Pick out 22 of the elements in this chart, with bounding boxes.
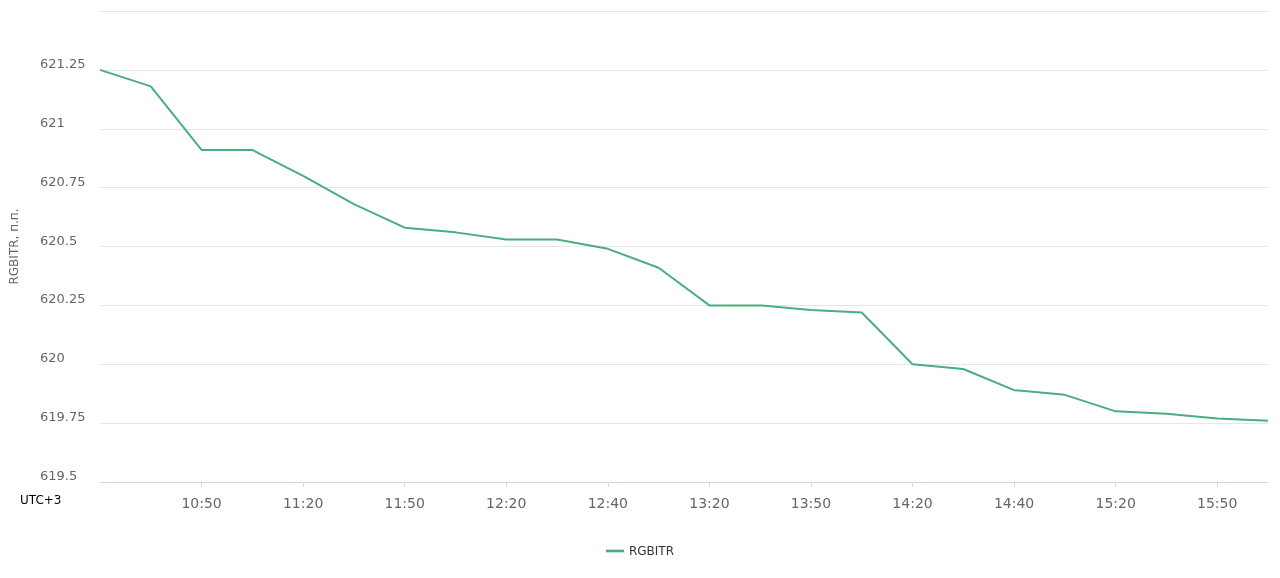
x-tick-label: 14:20: [892, 495, 933, 511]
x-tick-label: 10:50: [181, 495, 222, 511]
y-tick-label: 621.25: [40, 55, 86, 71]
x-tick-label: 11:20: [282, 495, 324, 511]
x-tick-label: 14:40: [993, 495, 1035, 511]
x-tick-label: 13:50: [790, 495, 832, 511]
text: UTC+3: [20, 493, 62, 507]
y-tick-label: 620: [40, 350, 65, 366]
y-tick-label: 620.5: [40, 232, 78, 248]
legend-label: RGBITR: [628, 544, 675, 558]
x-tick-label: 12:40: [587, 495, 629, 511]
x-tick-label: 13:20: [689, 495, 730, 511]
y-tick-label: 620.25: [40, 291, 86, 307]
x-tick-label: 15:20: [1095, 495, 1136, 511]
y-tick-label: 621: [40, 114, 65, 130]
y-tick-label: 619.5: [40, 468, 78, 483]
y-tick-label: 619.75: [40, 409, 86, 425]
x-tick-label: 11:50: [384, 495, 425, 511]
y-tick-label: 620.75: [40, 173, 86, 189]
x-tick-label: 15:50: [1197, 495, 1238, 511]
x-tick-label: 12:20: [486, 495, 527, 511]
y-axis-title: RGBITR, п.п.: [7, 208, 21, 285]
